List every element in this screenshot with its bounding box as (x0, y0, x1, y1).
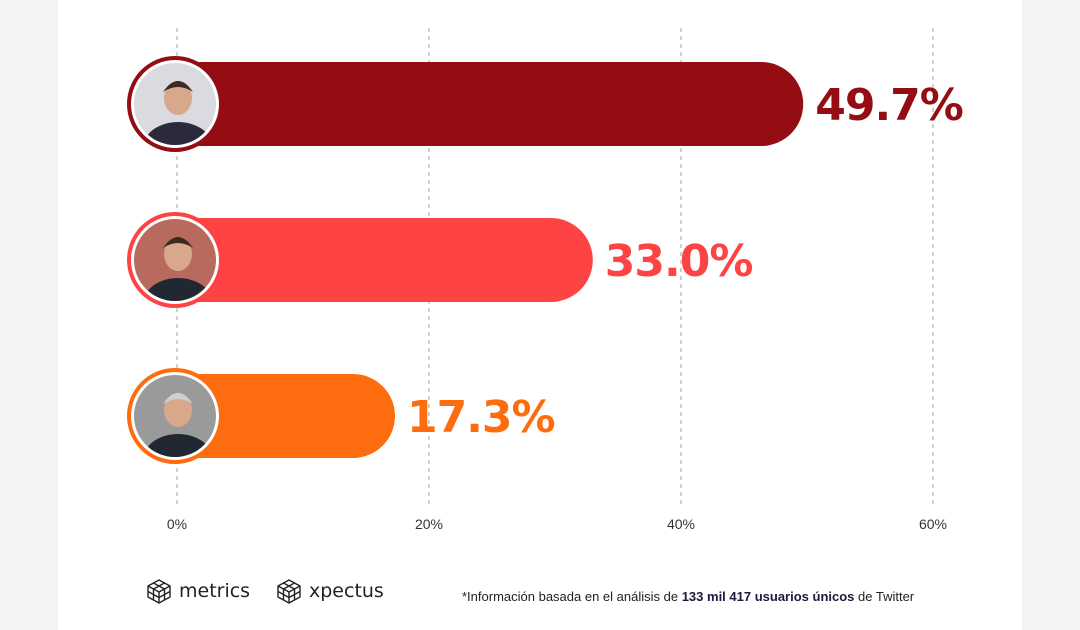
avatar-hair (163, 237, 193, 248)
avatar-head (164, 393, 192, 427)
metrics-logo: metrics (145, 578, 250, 604)
x-tick-label: 0% (167, 516, 187, 532)
cube-grid-icon (275, 578, 303, 604)
avatar-hair (163, 81, 193, 92)
bar-group: 17.3% (127, 368, 556, 464)
x-axis-ticks: 0% 20% 40% 60% (167, 516, 947, 532)
bar-chart: 49.7% 33.0% 17.3% 0% 20% 40% 60% (127, 28, 964, 532)
avatar (134, 63, 216, 145)
avatar-hair (163, 393, 193, 404)
x-tick-label: 20% (415, 516, 443, 532)
source-note-bold: 133 mil 417 usuarios únicos (681, 589, 855, 604)
source-note-suffix: de Twitter (854, 589, 915, 604)
xpectus-logo-label: xpectus (309, 580, 384, 602)
bar (175, 218, 593, 302)
metrics-logo-label: metrics (179, 580, 251, 602)
avatar (134, 375, 216, 457)
source-note: *Información basada en el análisis de 13… (462, 589, 1022, 604)
data-label: 17.3% (407, 392, 555, 443)
bar-group: 49.7% (127, 56, 964, 152)
x-tick-label: 60% (919, 516, 947, 532)
avatar (134, 219, 216, 301)
data-label: 49.7% (815, 80, 963, 131)
x-tick-label: 40% (667, 516, 695, 532)
avatar-body (144, 434, 212, 457)
footer: metrics xpectus *Información basada en e… (0, 570, 1080, 620)
avatar-head (164, 81, 192, 115)
source-note-prefix: *Información basada en el análisis de (462, 589, 682, 604)
cube-grid-icon (145, 578, 173, 604)
bar-group: 33.0% (127, 212, 753, 308)
avatar-head (164, 237, 192, 271)
avatar-body (144, 278, 212, 301)
avatar-body (144, 122, 212, 145)
bars: 49.7% 33.0% 17.3% (127, 56, 964, 464)
xpectus-logo: xpectus (275, 578, 384, 604)
data-label: 33.0% (605, 236, 753, 287)
bar (175, 62, 804, 146)
